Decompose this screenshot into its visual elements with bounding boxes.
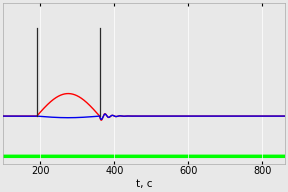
X-axis label: t, c: t, c xyxy=(136,179,152,189)
